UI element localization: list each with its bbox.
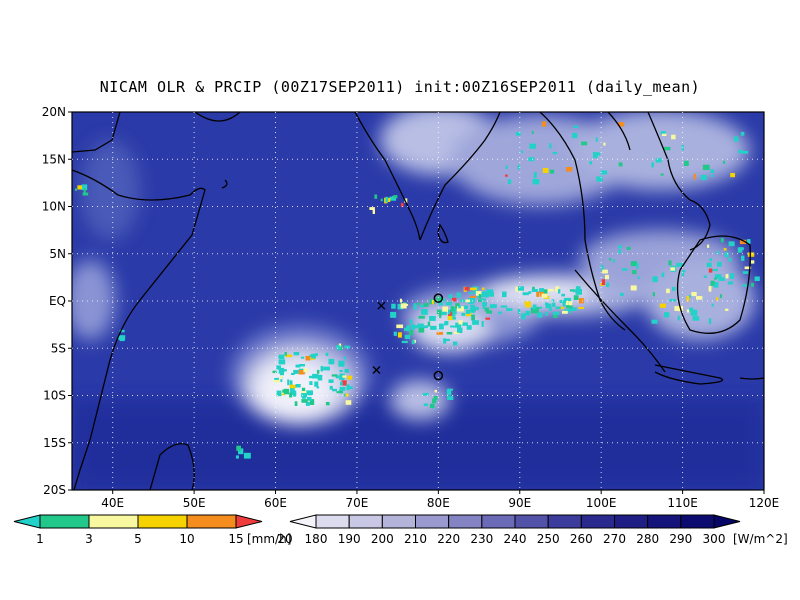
colorbar-swatch: [481, 514, 516, 529]
colorbar-swatch: [315, 514, 350, 529]
colorbar-swatch: [348, 514, 383, 529]
lon-tick-label: 70E: [346, 496, 369, 510]
colorbar-min-arrow: [13, 514, 41, 529]
lat-tick-label: EQ: [49, 294, 66, 308]
colorbar-label: 220: [437, 532, 460, 546]
colorbar-label: 20: [277, 532, 292, 546]
colorbar-label: 1: [36, 532, 44, 546]
colorbar-label: 15: [228, 532, 243, 546]
lon-tick-label: 60E: [264, 496, 287, 510]
precip-colorbar: 1 3 5 10 15 20[mm/h]: [13, 514, 293, 546]
cross-marker: [372, 366, 381, 374]
colorbar-unit: [mm/h]: [247, 532, 291, 546]
lon-tick-label: 40E: [101, 496, 124, 510]
lat-tick-label: 10S: [43, 389, 66, 403]
colorbar-swatch: [448, 514, 483, 529]
graticule: [72, 112, 764, 490]
colorbar-swatch: [186, 514, 237, 529]
colorbar-label: 3: [85, 532, 93, 546]
colorbar-swatch: [381, 514, 417, 529]
lat-tick-label: 10N: [42, 200, 66, 214]
colorbar-max-arrow: [235, 514, 263, 529]
colorbar-label: 240: [504, 532, 527, 546]
colorbar-max-arrow: [713, 514, 741, 529]
colorbar-unit: [W/m^2]: [733, 532, 788, 546]
colorbar-label: 280: [636, 532, 659, 546]
map-field: [72, 112, 764, 490]
coastlines: [72, 112, 764, 490]
colorbar-label: 300: [703, 532, 726, 546]
colorbar-label: 5: [134, 532, 142, 546]
cross-marker: [377, 301, 386, 310]
circle-marker: [433, 293, 444, 303]
colorbar-swatch: [580, 514, 615, 529]
colorbar-swatch: [514, 514, 549, 529]
colorbar-label: 210: [404, 532, 427, 546]
lat-tick-label: 20S: [43, 483, 66, 497]
olr-colorbar: 180 190 200 210 220 230 240 250 260 270 280 290 300 […: [289, 514, 788, 546]
lat-tick-label: 5N: [49, 247, 66, 261]
lon-tick-label: 100E: [586, 496, 617, 510]
lat-tick-label: 20N: [42, 105, 66, 119]
lon-tick-label: 110E: [667, 496, 698, 510]
colorbar-swatch: [88, 514, 139, 529]
map-markers: [372, 293, 444, 381]
colorbar-label: 230: [470, 532, 493, 546]
colorbar-label: 250: [537, 532, 560, 546]
circle-marker: [433, 370, 444, 381]
lon-tick-label: 50E: [183, 496, 206, 510]
colorbar-label: 270: [603, 532, 626, 546]
colorbar-label: 10: [179, 532, 194, 546]
colorbar-label: 200: [371, 532, 394, 546]
map-title: NICAM OLR & PRCIP (00Z17SEP2011) init:00…: [99, 78, 701, 96]
colorbar-swatch: [680, 514, 715, 529]
colorbar-swatch: [614, 514, 649, 529]
colorbar-swatch: [647, 514, 682, 529]
lon-tick-label: 90E: [508, 496, 531, 510]
lat-tick-label: 15N: [42, 152, 66, 166]
lat-tick-label: 5S: [51, 341, 66, 355]
colorbar-swatch: [39, 514, 90, 529]
map-axes: 20N 15N 10N 5N EQ 5S 10S 15S 20S 40E 50E 60E 70E 80E 9…: [42, 105, 780, 510]
colorbar-label: 180: [305, 532, 328, 546]
colorbar-label: 260: [570, 532, 593, 546]
colorbar-swatch: [137, 514, 188, 529]
lat-tick-label: 15S: [43, 436, 66, 450]
precipitation-cells: [75, 121, 760, 459]
colorbar-min-arrow: [289, 514, 317, 529]
colorbar-label: 190: [338, 532, 361, 546]
colorbar-label: 290: [669, 532, 692, 546]
lon-tick-label: 80E: [427, 496, 450, 510]
lon-tick-label: 120E: [749, 496, 780, 510]
cloud-shading: [72, 112, 755, 425]
colorbar-swatch: [547, 514, 582, 529]
colorbar-swatch: [415, 514, 450, 529]
